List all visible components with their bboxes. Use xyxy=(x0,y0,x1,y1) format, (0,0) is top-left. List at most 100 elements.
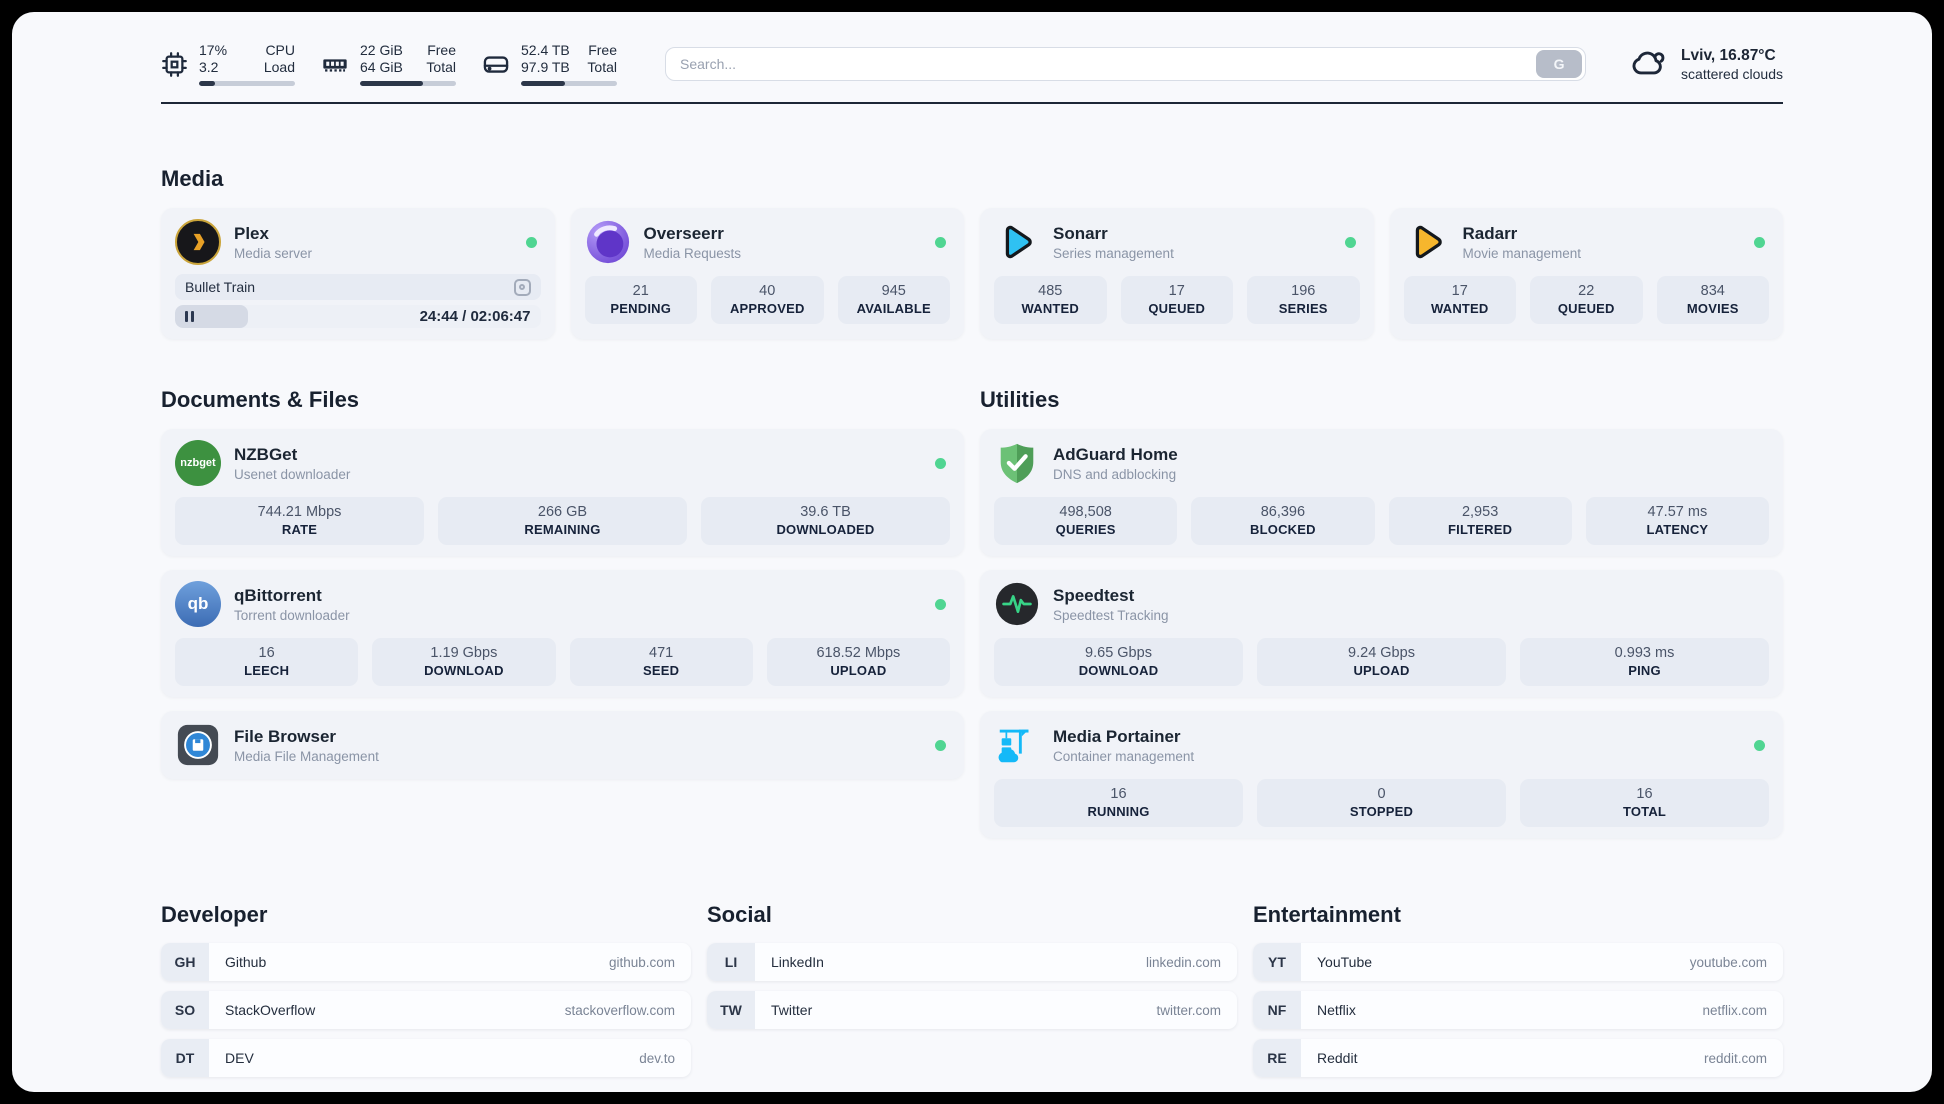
stat-tile: 618.52 Mbps UPLOAD xyxy=(766,638,950,686)
link-name: Github xyxy=(225,954,267,970)
stat-tile: 0.993 ms PING xyxy=(1520,638,1769,686)
disk-icon xyxy=(482,50,510,78)
app-subtitle: Media server xyxy=(234,245,313,261)
link-domain: dev.to xyxy=(639,1050,675,1066)
app-card-radarr[interactable]: Radarr Movie management 17 WANTED 22 QUE… xyxy=(1389,208,1783,339)
now-playing-title: Bullet Train xyxy=(185,279,256,295)
stat-tile: 471 SEED xyxy=(569,638,753,686)
link-row-reddit[interactable]: RE Reddit reddit.com xyxy=(1253,1039,1783,1077)
app-name: qBittorrent xyxy=(234,585,322,605)
link-domain: stackoverflow.com xyxy=(564,1002,675,1018)
utilities-column: Utilities AdGuard Home xyxy=(980,387,1783,852)
section-title-documents: Documents & Files xyxy=(161,387,360,412)
header-divider xyxy=(161,102,1783,104)
stat-tile: 17 WANTED xyxy=(1403,276,1516,324)
link-name: StackOverflow xyxy=(225,1002,316,1018)
plex-now-playing-widget: Bullet Train 24:44 / 02:06:47 xyxy=(175,274,541,328)
dashboard-page: 17% 3.2 CPU Load xyxy=(12,12,1932,1092)
stat-tile: 945 AVAILABLE xyxy=(837,276,950,324)
link-abbr: NF xyxy=(1253,991,1301,1029)
link-abbr: TW xyxy=(707,991,755,1029)
stat-tile: 9.24 Gbps UPLOAD xyxy=(1257,638,1506,686)
pause-icon xyxy=(185,311,194,322)
link-row-dev[interactable]: DT DEV dev.to xyxy=(161,1039,691,1077)
app-card-nzbget[interactable]: nzbget NZBGet Usenet downloader 744.21 M… xyxy=(161,429,964,556)
adguard-icon xyxy=(994,440,1040,486)
link-domain: linkedin.com xyxy=(1145,954,1221,970)
stat-tile: 47.57 ms LATENCY xyxy=(1585,497,1769,545)
link-name: Netflix xyxy=(1317,1002,1356,1018)
link-row-linkedin[interactable]: LI LinkedIn linkedin.com xyxy=(707,943,1237,981)
weather-location-temp: Lviv, 16.87°C xyxy=(1681,46,1776,64)
stat-tile: 16 LEECH xyxy=(175,638,359,686)
stat-tile: 2,953 FILTERED xyxy=(1388,497,1572,545)
stat-tile: 744.21 Mbps RATE xyxy=(175,497,424,545)
link-row-github[interactable]: GH Github github.com xyxy=(161,943,691,981)
nzbget-icon: nzbget xyxy=(175,440,221,486)
app-card-speedtest[interactable]: Speedtest Speedtest Tracking 9.65 Gbps D… xyxy=(980,570,1783,697)
status-dot xyxy=(1344,236,1356,248)
stat-tile: 485 WANTED xyxy=(994,276,1107,324)
search-engine-button[interactable]: G xyxy=(1536,50,1583,78)
stat-tile: 1.19 Gbps DOWNLOAD xyxy=(372,638,556,686)
now-playing-row: Bullet Train xyxy=(175,274,541,300)
link-abbr: SO xyxy=(161,991,209,1029)
cpu-icon xyxy=(161,51,188,78)
app-card-filebrowser[interactable]: File Browser Media File Management xyxy=(161,711,964,779)
status-dot xyxy=(935,598,946,610)
media-cards-row: Plex Media server Bullet Train 24:44 / 0… xyxy=(161,208,1783,339)
stat-tile: 86,396 BLOCKED xyxy=(1191,497,1375,545)
link-domain: github.com xyxy=(608,954,675,970)
app-card-sonarr[interactable]: Sonarr Series management 485 WANTED 17 Q… xyxy=(980,208,1374,339)
overseerr-icon xyxy=(585,219,631,265)
app-card-adguard[interactable]: AdGuard Home DNS and adblocking 498,508 … xyxy=(980,429,1783,556)
app-name: NZBGet xyxy=(234,444,298,464)
sonarr-icon xyxy=(994,219,1040,265)
app-card-qbittorrent[interactable]: qb qBittorrent Torrent downloader 16 LEE… xyxy=(161,570,964,697)
app-name: Overseerr xyxy=(643,223,724,243)
stat-tile: 17 QUEUED xyxy=(1120,276,1233,324)
disk-progressbar xyxy=(521,81,617,86)
filebrowser-icon xyxy=(175,722,221,768)
stat-tile: 22 QUEUED xyxy=(1530,276,1643,324)
link-name: Twitter xyxy=(771,1002,813,1018)
speedtest-icon xyxy=(994,581,1040,627)
cloud-icon xyxy=(1630,46,1668,83)
app-name: Plex xyxy=(234,223,269,243)
search-input[interactable] xyxy=(666,56,1537,72)
link-name: YouTube xyxy=(1317,954,1373,970)
section-title-social: Social xyxy=(707,902,772,927)
ram-total-value: 64 GiB xyxy=(360,59,403,75)
cpu-load-value: 3.2 xyxy=(199,59,219,75)
status-dot xyxy=(935,739,946,751)
link-abbr: GH xyxy=(161,943,209,981)
app-subtitle: Series management xyxy=(1053,245,1174,261)
stat-disk: 52.4 TB 97.9 TB Free Total xyxy=(482,42,617,86)
link-abbr: RE xyxy=(1253,1039,1301,1077)
cpu-label: CPU xyxy=(265,42,295,58)
status-dot xyxy=(935,457,946,469)
section-title-developer: Developer xyxy=(161,902,268,927)
status-dot xyxy=(525,236,537,248)
stat-tile: 16 TOTAL xyxy=(1520,779,1769,827)
link-row-netflix[interactable]: NF Netflix netflix.com xyxy=(1253,991,1783,1029)
app-name: Sonarr xyxy=(1053,223,1108,243)
link-row-youtube[interactable]: YT YouTube youtube.com xyxy=(1253,943,1783,981)
stat-tile: 196 SERIES xyxy=(1247,276,1360,324)
playback-progressbar: 24:44 / 02:06:47 xyxy=(175,305,541,328)
link-row-twitter[interactable]: TW Twitter twitter.com xyxy=(707,991,1237,1029)
ram-free-value: 22 GiB xyxy=(360,42,403,58)
status-dot xyxy=(1754,739,1765,751)
qbittorrent-icon: qb xyxy=(175,581,221,627)
ram-free-label: Free xyxy=(427,42,456,58)
app-card-portainer[interactable]: Media Portainer Container management 16 … xyxy=(980,711,1783,838)
stat-tile: 40 APPROVED xyxy=(711,276,824,324)
app-card-overseerr[interactable]: Overseerr Media Requests 21 PENDING 40 A… xyxy=(570,208,964,339)
app-subtitle: Usenet downloader xyxy=(234,466,351,482)
app-name: File Browser xyxy=(234,726,337,746)
link-row-stackoverflow[interactable]: SO StackOverflow stackoverflow.com xyxy=(161,991,691,1029)
app-card-plex[interactable]: Plex Media server Bullet Train 24:44 / 0… xyxy=(161,208,555,339)
ram-progressbar xyxy=(360,81,456,86)
weather-widget: Lviv, 16.87°C scattered clouds xyxy=(1630,46,1783,83)
cpu-load-label: Load xyxy=(263,59,295,75)
